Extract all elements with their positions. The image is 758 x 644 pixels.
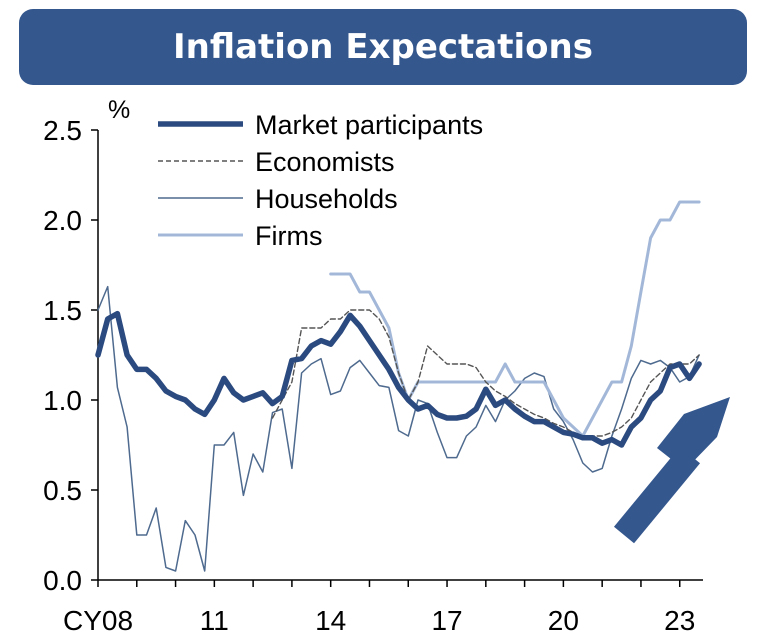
- x-tick-label: 11: [200, 605, 229, 636]
- x-tick-label: 17: [431, 605, 462, 636]
- series-line-households: [97, 285, 700, 572]
- trend-arrow: [613, 397, 730, 544]
- axis-ticks: 0.0 0.5 1.0 1.5 2.0 2.5 CY08 11 14 17 20 23: [43, 115, 695, 636]
- y-tick-label: 1.0: [43, 385, 82, 416]
- y-axis-unit-label: %: [108, 96, 130, 124]
- y-tick-label: 2.5: [43, 115, 82, 146]
- series-line-economists: [271, 309, 700, 437]
- series-line-firms: [329, 200, 701, 438]
- y-tick-label: 2.0: [43, 205, 82, 236]
- x-tick-label: 20: [548, 605, 579, 636]
- y-tick-label: 0.5: [43, 475, 82, 506]
- arrow-head: [657, 397, 730, 470]
- legend-label: Firms: [255, 221, 322, 251]
- arrow-shaft: [613, 446, 701, 544]
- title-banner: Inflation Expectations: [19, 9, 747, 85]
- legend-label: Economists: [255, 147, 395, 177]
- series-line-market-participants: [95, 310, 702, 448]
- y-tick-label: 0.0: [43, 565, 82, 596]
- x-tick-label: CY08: [63, 605, 133, 636]
- x-tick-label: 14: [315, 605, 346, 636]
- x-tick-label: 23: [664, 605, 695, 636]
- legend: Market participants Economists Households F…: [158, 110, 483, 251]
- series-layer: [95, 200, 702, 572]
- chart-title: Inflation Expectations: [173, 27, 593, 67]
- legend-label: Households: [255, 184, 398, 214]
- legend-label: Market participants: [255, 110, 483, 140]
- y-tick-label: 1.5: [43, 295, 82, 326]
